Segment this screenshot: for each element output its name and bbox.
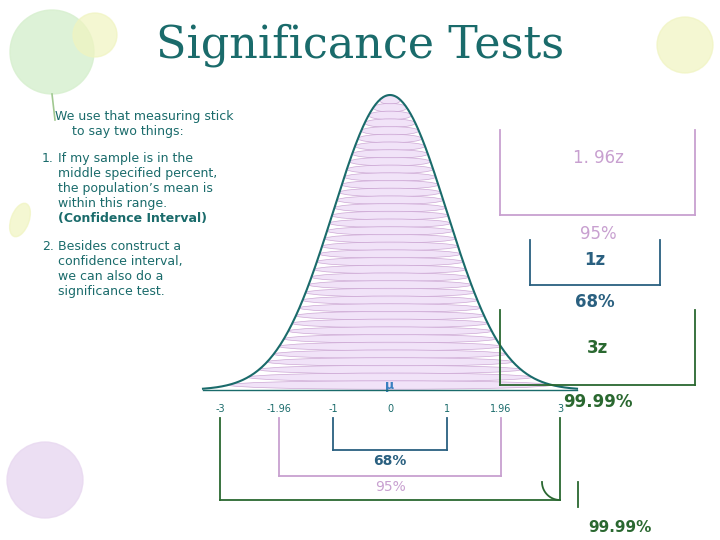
Text: 1.96: 1.96 [490,404,512,414]
Text: 68%: 68% [575,293,615,311]
Ellipse shape [296,312,484,320]
Text: 1. 96z: 1. 96z [572,149,624,167]
Ellipse shape [302,296,477,305]
Ellipse shape [300,303,481,312]
Text: We use that measuring stick: We use that measuring stick [55,110,233,123]
Ellipse shape [330,219,451,227]
Ellipse shape [317,258,463,266]
Ellipse shape [309,281,472,289]
Text: 95%: 95% [374,480,405,494]
Text: 1.: 1. [42,152,54,165]
Ellipse shape [364,119,415,127]
Ellipse shape [228,381,552,389]
Ellipse shape [373,104,407,112]
Text: 0: 0 [387,404,393,414]
Text: -1: -1 [328,404,338,414]
Text: (Confidence Interval): (Confidence Interval) [58,212,207,225]
Text: 68%: 68% [373,454,407,468]
Text: 2.: 2. [42,240,54,253]
Ellipse shape [312,273,469,281]
Text: If my sample is in the: If my sample is in the [58,152,193,165]
Ellipse shape [248,373,532,382]
Text: -1.96: -1.96 [266,404,292,414]
Text: middle specified percent,: middle specified percent, [58,167,217,180]
Text: Significance Tests: Significance Tests [156,23,564,67]
Text: 1: 1 [444,404,450,414]
Ellipse shape [337,196,444,205]
Ellipse shape [369,111,411,120]
Text: the population’s mean is: the population’s mean is [58,182,213,195]
Text: we can also do a: we can also do a [58,270,163,283]
Ellipse shape [327,227,453,235]
Ellipse shape [332,211,448,220]
Ellipse shape [279,342,501,351]
Ellipse shape [344,173,436,181]
Circle shape [10,10,94,94]
Text: 95%: 95% [580,225,616,243]
Ellipse shape [361,126,419,135]
Ellipse shape [339,188,441,197]
Circle shape [7,442,83,518]
Ellipse shape [358,134,422,143]
Ellipse shape [355,142,425,151]
Text: -3: -3 [215,404,225,414]
Circle shape [657,17,713,73]
Ellipse shape [320,250,461,258]
Ellipse shape [306,288,474,297]
Ellipse shape [274,350,506,359]
Ellipse shape [288,327,492,335]
Ellipse shape [267,357,513,366]
Text: 3z: 3z [588,339,608,357]
Text: 99.99%: 99.99% [563,393,633,411]
Text: significance test.: significance test. [58,285,165,298]
Text: 3: 3 [557,404,563,414]
Text: μ: μ [385,379,395,392]
Ellipse shape [349,157,431,166]
Ellipse shape [342,180,438,189]
Ellipse shape [292,319,487,328]
Text: 99.99%: 99.99% [588,520,652,535]
Ellipse shape [259,366,521,374]
Ellipse shape [352,150,428,158]
Text: confidence interval,: confidence interval, [58,255,183,268]
Ellipse shape [314,265,466,274]
Ellipse shape [379,96,400,104]
Ellipse shape [334,204,446,212]
Ellipse shape [9,203,30,237]
Ellipse shape [284,334,496,343]
Text: Besides construct a: Besides construct a [58,240,181,253]
Circle shape [73,13,117,57]
Text: 1z: 1z [585,251,606,269]
Text: within this range.: within this range. [58,197,167,210]
Ellipse shape [322,242,458,251]
Text: to say two things:: to say two things: [72,125,184,138]
Ellipse shape [325,234,456,243]
Ellipse shape [347,165,433,173]
